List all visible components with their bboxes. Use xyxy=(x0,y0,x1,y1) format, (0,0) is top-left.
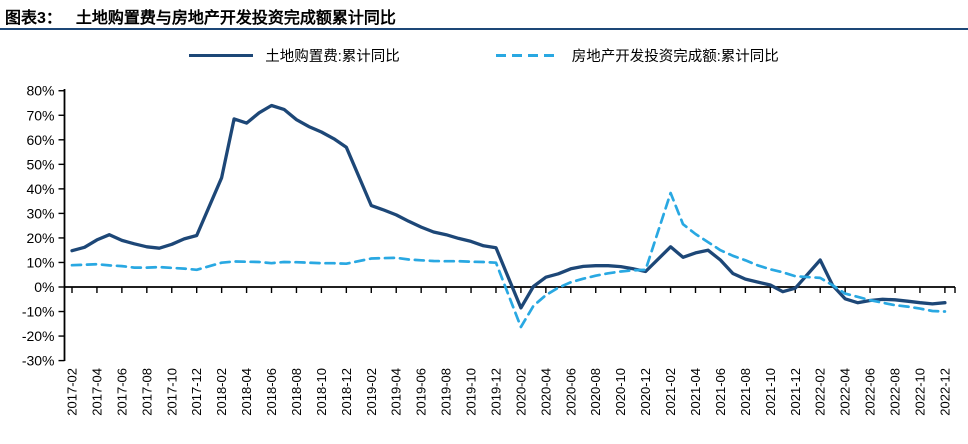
x-axis-label: 2019-10 xyxy=(464,368,479,416)
y-axis-label: 80% xyxy=(26,83,54,99)
x-axis-label: 2018-12 xyxy=(339,368,354,416)
y-axis-label: -20% xyxy=(22,328,55,344)
x-axis-label: 2017-02 xyxy=(65,368,80,416)
y-axis-label: -10% xyxy=(22,304,55,320)
x-axis-label: 2022-10 xyxy=(912,368,927,416)
x-axis-label: 2019-08 xyxy=(439,368,454,416)
x-axis-label: 2020-12 xyxy=(638,368,653,416)
figure-number-label: 图表3： xyxy=(5,10,62,27)
y-axis-label: 0% xyxy=(34,279,54,295)
x-axis-label: 2018-06 xyxy=(264,368,279,416)
y-axis-label: 60% xyxy=(26,132,54,148)
x-axis-label: 2022-04 xyxy=(838,368,853,416)
x-axis-label: 2020-04 xyxy=(538,368,553,416)
x-axis-label: 2018-08 xyxy=(289,368,304,416)
x-axis-label: 2017-12 xyxy=(189,368,204,416)
figure-title: 土地购置费与房地产开发投资完成额累计同比 xyxy=(75,10,396,27)
y-axis-label: -30% xyxy=(22,353,55,369)
x-axis-label: 2017-04 xyxy=(89,368,104,416)
figure-header: 图表3： 土地购置费与房地产开发投资完成额累计同比 xyxy=(5,4,968,28)
x-axis-label: 2020-02 xyxy=(513,368,528,416)
x-axis-label: 2022-08 xyxy=(888,368,903,416)
title-underline xyxy=(0,28,968,30)
x-axis-label: 2021-08 xyxy=(738,368,753,416)
legend-label-land-fee: 土地购置费:累计同比 xyxy=(265,48,400,65)
x-axis-label: 2021-10 xyxy=(763,368,778,416)
chart-legend: 土地购置费:累计同比 房地产开发投资完成额:累计同比 xyxy=(0,42,968,68)
x-axis-label: 2019-04 xyxy=(389,368,404,416)
x-axis-label: 2022-06 xyxy=(863,368,878,416)
y-axis-label: 70% xyxy=(26,107,54,123)
x-axis-label: 2017-06 xyxy=(114,368,129,416)
y-axis-label: 40% xyxy=(26,181,54,197)
x-axis-label: 2021-02 xyxy=(663,368,678,416)
series-line-1 xyxy=(70,191,947,329)
x-axis-label: 2020-10 xyxy=(613,368,628,416)
legend-item-investment: 房地产开发投资完成额:累计同比 xyxy=(495,45,779,66)
series-line-0 xyxy=(70,103,947,310)
x-axis-label: 2017-10 xyxy=(164,368,179,416)
solid-line-sample xyxy=(189,53,254,57)
x-axis-label: 2021-04 xyxy=(688,368,703,416)
legend-label-investment: 房地产开发投资完成额:累计同比 xyxy=(571,48,779,65)
x-axis-label: 2019-02 xyxy=(364,368,379,416)
x-axis-label: 2022-12 xyxy=(937,368,952,416)
x-axis-label: 2020-06 xyxy=(563,368,578,416)
y-axis-label: 20% xyxy=(26,230,54,246)
legend-item-land-fee: 土地购置费:累计同比 xyxy=(189,45,400,66)
y-axis-label: 30% xyxy=(26,205,54,221)
x-axis-label: 2021-12 xyxy=(788,368,803,416)
x-axis-label: 2022-02 xyxy=(813,368,828,416)
x-axis-label: 2020-08 xyxy=(588,368,603,416)
x-axis-label: 2017-08 xyxy=(139,368,154,416)
x-axis-label: 2018-04 xyxy=(239,368,254,416)
y-axis-label: 50% xyxy=(26,156,54,172)
x-axis-label: 2019-12 xyxy=(488,368,503,416)
x-axis-label: 2018-02 xyxy=(214,368,229,416)
dashed-line-sample xyxy=(495,53,560,57)
x-axis-label: 2021-06 xyxy=(713,368,728,416)
x-axis-label: 2019-06 xyxy=(414,368,429,416)
x-axis-label: 2018-10 xyxy=(314,368,329,416)
y-axis-label: 10% xyxy=(26,254,54,270)
